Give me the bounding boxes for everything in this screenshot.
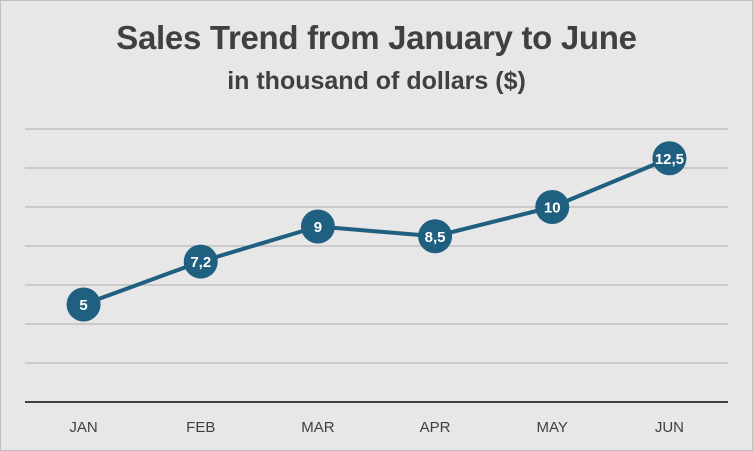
data-point-mar — [300, 209, 335, 244]
data-point-jun — [652, 141, 687, 176]
data-point-may — [535, 190, 570, 224]
x-tick-label-jan: JAN — [69, 419, 97, 436]
x-tick-label-mar: MAR — [301, 419, 335, 436]
data-point-jan — [66, 287, 101, 322]
series-sales — [82, 156, 671, 307]
data-point-apr — [418, 219, 453, 254]
data-point-feb — [183, 244, 218, 279]
data-label-feb: 7,2 — [190, 254, 211, 271]
data-label-jan: 5 — [79, 297, 87, 314]
gridlines — [25, 128, 728, 364]
x-tick-label-apr: APR — [420, 419, 451, 436]
x-tick-label-feb: FEB — [186, 419, 215, 436]
data-label-may: 10 — [544, 200, 561, 217]
x-tick-label-jun: JUN — [655, 419, 684, 436]
data-label-jun: 12,5 — [655, 151, 684, 168]
series-line — [82, 156, 671, 307]
chart-title: Sales Trend from January to June — [116, 19, 637, 56]
chart-subtitle: in thousand of dollars ($) — [227, 67, 526, 95]
data-points: 5 7,2 9 8,5 10 12,5 — [66, 141, 687, 322]
data-label-mar: 9 — [314, 219, 322, 236]
data-label-apr: 8,5 — [425, 229, 446, 246]
x-axis: JAN FEB MAR APR MAY JUN — [25, 401, 728, 436]
x-tick-label-may: MAY — [537, 419, 568, 436]
